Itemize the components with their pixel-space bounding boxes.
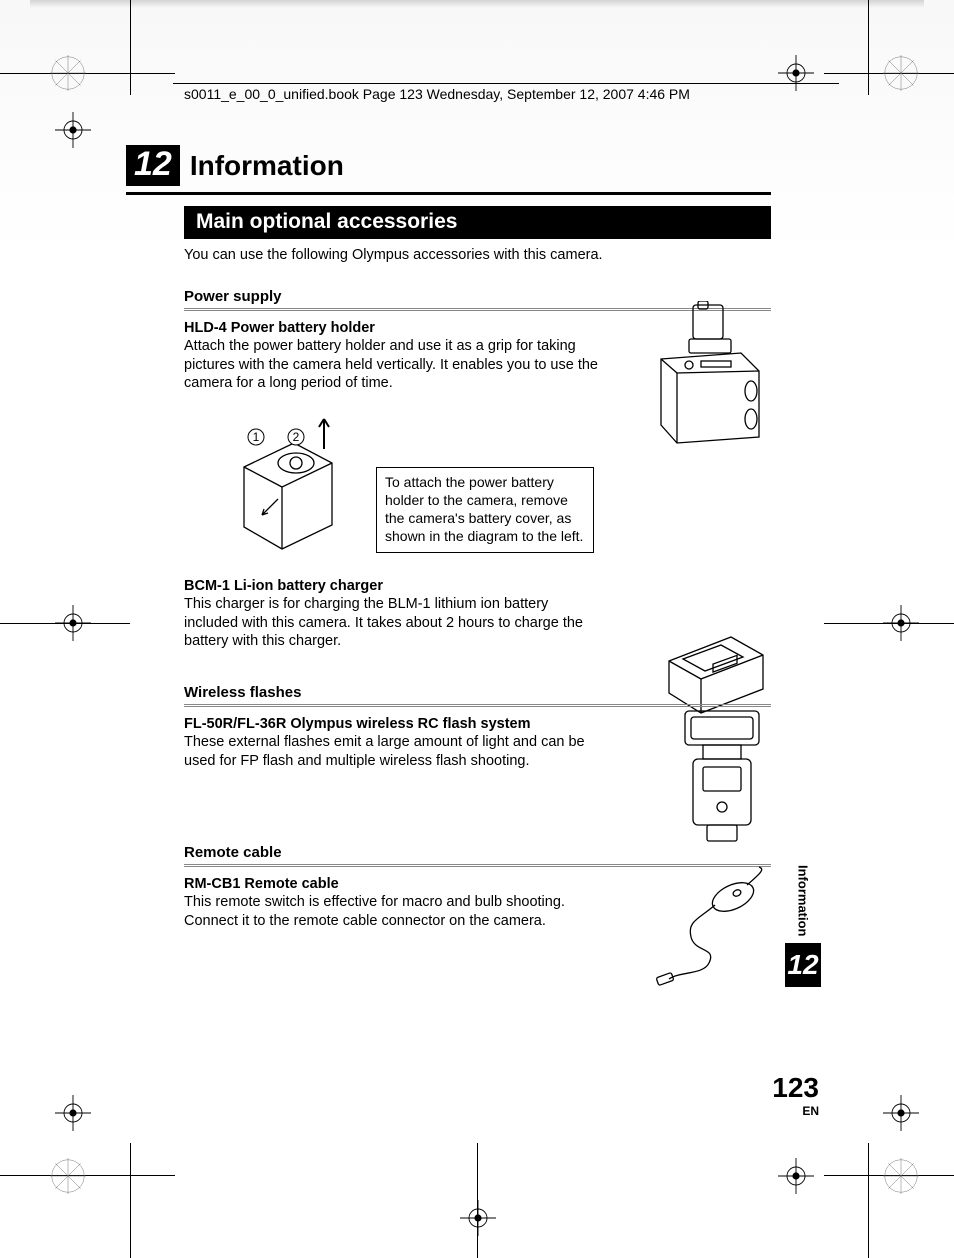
- chapter-title: Information: [190, 150, 344, 182]
- page-lang: EN: [772, 1104, 819, 1118]
- header-rule: [173, 83, 839, 84]
- crosshair-mark-icon: [778, 1158, 814, 1194]
- registration-mark-icon: [883, 55, 919, 91]
- crosshair-mark-icon: [460, 1200, 496, 1236]
- remote-cable-section: Remote cable RM-CB1 Remote cable This re…: [184, 843, 771, 931]
- registration-mark-icon: [50, 1158, 86, 1194]
- crop-mark: [0, 73, 175, 74]
- side-number: 12: [785, 943, 821, 987]
- registration-mark-icon: [50, 55, 86, 91]
- crosshair-mark-icon: [55, 605, 91, 641]
- crop-mark: [130, 1143, 131, 1258]
- intro-text: You can use the following Olympus access…: [184, 246, 771, 265]
- flash-illustration: [673, 707, 771, 847]
- item-title: BCM-1 Li-ion battery charger: [184, 577, 771, 596]
- crop-mark: [0, 1175, 175, 1176]
- chapter-number: 12: [126, 145, 180, 186]
- item-body: This charger is for charging the BLM-1 l…: [184, 595, 604, 651]
- crosshair-mark-icon: [883, 605, 919, 641]
- crop-mark: [130, 0, 131, 95]
- battery-holder-illustration: [641, 301, 771, 451]
- power-supply-section: Power supply HLD-4 Power battery holder …: [184, 287, 771, 651]
- content-area: You can use the following Olympus access…: [184, 246, 771, 950]
- crosshair-mark-icon: [55, 1095, 91, 1131]
- item-body: Attach the power battery holder and use …: [184, 337, 604, 393]
- crosshair-mark-icon: [778, 55, 814, 91]
- top-shadow: [30, 0, 924, 8]
- subheading: Wireless flashes: [184, 683, 771, 707]
- chapter-header: 12 Information: [126, 145, 771, 195]
- crosshair-mark-icon: [883, 1095, 919, 1131]
- page-number: 123: [772, 1072, 819, 1104]
- side-label: Information: [796, 865, 811, 937]
- item-body: These external flashes emit a large amou…: [184, 733, 604, 770]
- attach-diagram-illustration: 1 2: [232, 407, 352, 552]
- svg-text:1: 1: [253, 430, 260, 444]
- svg-text:2: 2: [293, 430, 300, 444]
- section-title: Main optional accessories: [184, 206, 771, 239]
- wireless-flashes-section: Wireless flashes FL-50R/FL-36R Olympus w…: [184, 683, 771, 771]
- crop-mark: [868, 1143, 869, 1258]
- crosshair-mark-icon: [55, 112, 91, 148]
- registration-mark-icon: [883, 1158, 919, 1194]
- callout-box: To attach the power battery holder to th…: [376, 467, 594, 553]
- page-number-block: 123 EN: [772, 1072, 819, 1118]
- running-header: s0011_e_00_0_unified.book Page 123 Wedne…: [184, 86, 690, 102]
- side-tab: Information 12: [785, 865, 821, 987]
- remote-cable-illustration: [651, 863, 771, 993]
- crop-mark: [868, 0, 869, 95]
- item-body: This remote switch is effective for macr…: [184, 893, 604, 930]
